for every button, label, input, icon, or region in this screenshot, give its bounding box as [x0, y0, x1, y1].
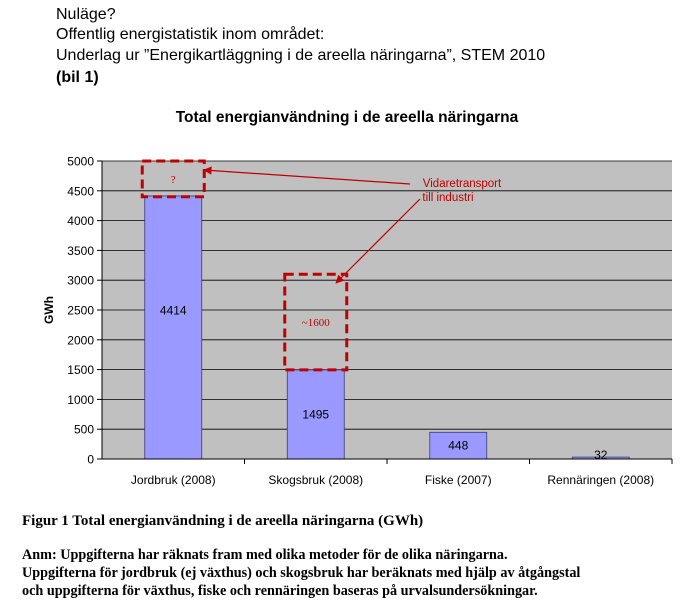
y-axis-ticks: 0 500 1000 1500 2000 2500 3000 3500 4000 4500 5000 — [67, 155, 102, 467]
slide-line-nulage: Nuläge? — [56, 6, 116, 23]
y-tick-label: 0 — [87, 453, 94, 467]
x-tick-label: Fiske (2007) — [425, 473, 492, 487]
bar-3 — [429, 431, 488, 460]
estimate-label-2: ~1600 — [302, 317, 330, 329]
bar-1 — [144, 195, 203, 460]
y-tick-label: 3500 — [67, 244, 94, 258]
data-label: 4414 — [160, 303, 187, 317]
y-axis-label: GWh — [42, 296, 56, 324]
annotation-note-line1: Vidaretransport — [423, 178, 502, 190]
y-tick-label: 4500 — [67, 184, 94, 198]
annotation-note-line2: till industri — [422, 192, 473, 204]
y-tick-label: 3000 — [67, 274, 94, 288]
estimate-box-1 — [140, 159, 206, 199]
x-tick-label: Jordbruk (2008) — [131, 473, 216, 487]
estimate-label-1: ? — [171, 174, 176, 186]
figure-note-line1: Anm: Uppgifterna har räknats fram med ol… — [22, 547, 508, 563]
bar-2 — [286, 369, 345, 460]
x-tick-label: Skogsbruk (2008) — [268, 473, 363, 487]
y-tick-label: 2000 — [67, 333, 94, 347]
x-tick-label: Rennäringen (2008) — [547, 473, 654, 487]
data-label: 32 — [594, 448, 608, 462]
annotation-arrow-jordbruk — [203, 166, 411, 185]
y-tick-label: 500 — [74, 423, 94, 437]
data-label: 1495 — [302, 407, 329, 421]
figure-caption-title: Figur 1 Total energianvändning i de aree… — [22, 513, 424, 529]
y-tick-label: 5000 — [67, 155, 94, 169]
bars: 4414 1495 448 32 — [144, 195, 630, 462]
y-tick-label: 1500 — [67, 363, 94, 377]
figure-note-line2: Uppgifterna för jordbruk (ej växthus) oc… — [22, 565, 581, 581]
annotation-arrow-skogsbruk — [335, 198, 421, 284]
x-axis-ticks: Jordbruk (2008) Skogsbruk (2008) Fiske (20… — [131, 459, 673, 487]
data-label: 448 — [448, 439, 468, 453]
y-tick-label: 1000 — [67, 393, 94, 407]
slide-line-statistik: Offentlig energistatistik inom området: — [56, 26, 325, 43]
annotations: Vidaretransport till industri ? ~1600 — [140, 159, 502, 372]
y-tick-label: 2500 — [67, 304, 94, 318]
y-tick-label: 4000 — [67, 214, 94, 228]
slide-line-underlag: Underlag ur ”Energikartläggning i de are… — [56, 47, 546, 64]
estimate-box-2 — [283, 272, 349, 372]
slide-line-bilaga: (bil 1) — [56, 69, 99, 86]
chart-title: Total energianvändning i de areella näri… — [176, 109, 519, 126]
figure-note-line3: och uppgifterna för växthus, fiske och r… — [22, 583, 538, 599]
